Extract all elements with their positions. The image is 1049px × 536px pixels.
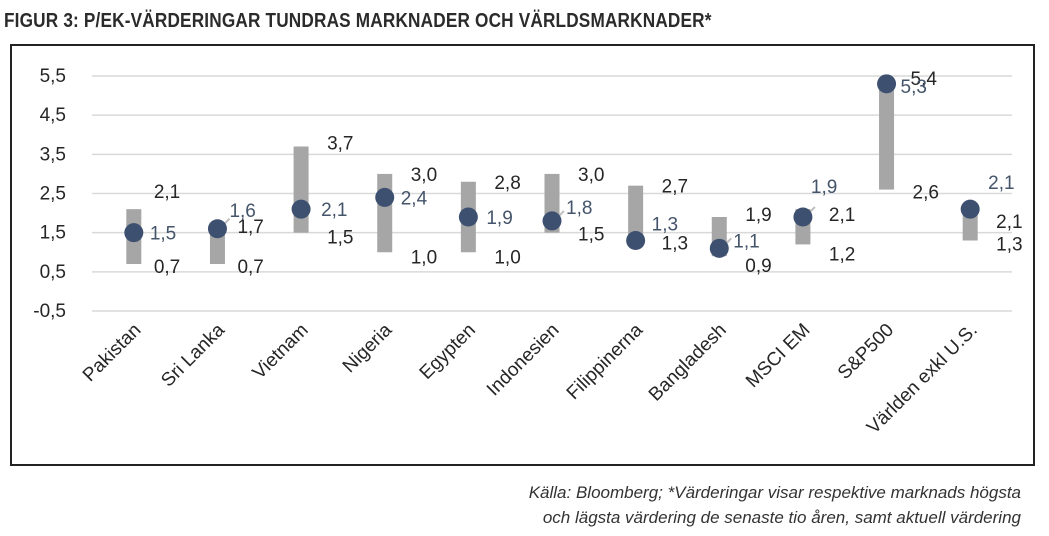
x-category-label: Filippinerna: [563, 319, 648, 404]
chart-frame: [10, 44, 1035, 466]
x-category-label: S&P500: [834, 320, 898, 384]
high-value-label: 2,7: [662, 177, 688, 198]
high-value-label: 2,8: [494, 173, 520, 194]
x-axis-category-labels: Pakistan Sri Lanka Vietnam Nigeria Egypten In…: [79, 319, 982, 438]
current-value-label: 2,4: [401, 188, 428, 209]
current-value-marker: [877, 74, 897, 94]
y-axis-tick-labels: 5,5 4,5 3,5 2,5 1,5 0,5 -0,5: [33, 66, 66, 322]
current-value-label: 1,5: [150, 224, 176, 245]
current-value-marker: [626, 231, 646, 250]
high-value-label: 3,0: [578, 165, 604, 186]
low-value-label: 1,2: [829, 244, 855, 265]
y-tick-label: 3,5: [40, 144, 66, 165]
low-value-label: 0,7: [154, 257, 180, 278]
gridlines: [92, 75, 1012, 312]
range-bar: [377, 173, 393, 253]
high-value-label: 1,7: [237, 217, 263, 238]
current-value-marker: [458, 207, 478, 227]
current-value-marker: [207, 219, 227, 239]
low-value-label: 1,5: [327, 228, 353, 249]
high-value-label: 1,9: [745, 205, 771, 226]
source-line: och lägsta värdering de senaste tio åren…: [542, 508, 1021, 527]
current-value-label: 1,3: [652, 215, 678, 236]
high-value-label: 5,4: [911, 69, 938, 90]
figure-title: FIGUR 3: P/EK-VÄRDERINGAR TUNDRAS MARKNA…: [4, 10, 712, 32]
x-category-label: Pakistan: [79, 320, 145, 386]
x-category-label: Bangladesh: [645, 320, 731, 406]
low-value-label: 1,5: [578, 225, 604, 246]
current-value-label: 2,1: [321, 200, 347, 221]
data-labels: 2,1 0,7 1,5 1,7 0,7 1,6 3,7 1,5 2,1 3,0 1,0 2,4 2,8 1…: [150, 69, 1023, 278]
y-tick-label: 1,5: [40, 223, 66, 244]
current-value-marker: [709, 238, 729, 258]
low-value-label: 0,9: [745, 256, 771, 277]
current-value-label: 5,3: [901, 77, 927, 98]
current-value-marker: [542, 211, 562, 231]
current-value-marker: [960, 199, 980, 219]
current-value-marker: [793, 207, 813, 227]
source-note: Källa: Bloomberg; *Värderingar visar res…: [529, 480, 1021, 530]
x-category-label: Sri Lanka: [157, 319, 229, 391]
range-chart: 5,5 4,5 3,5 2,5 1,5 0,5 -0,5 2,1 0,7 1,5 1,7 0,7 1,…: [33, 66, 1023, 438]
y-tick-label: 0,5: [40, 262, 66, 283]
current-value-label: 1,8: [566, 198, 592, 219]
range-bar: [879, 79, 895, 190]
current-value-label: 1,9: [811, 177, 837, 198]
low-value-label: 0,7: [237, 257, 263, 278]
high-value-label: 3,0: [411, 165, 437, 186]
low-value-label: 1,0: [494, 247, 520, 268]
current-value-label: 1,6: [229, 201, 255, 222]
high-value-label: 2,1: [996, 212, 1022, 233]
x-category-label: MSCI EM: [742, 320, 814, 392]
current-value-marker: [124, 223, 144, 243]
current-value-markers: [124, 74, 980, 258]
low-value-label: 1,3: [662, 234, 688, 255]
y-tick-label: -0,5: [33, 301, 66, 322]
current-value-marker: [375, 187, 395, 207]
current-value-label: 1,9: [486, 208, 512, 229]
high-value-label: 2,1: [154, 182, 180, 203]
low-value-label: 1,3: [996, 235, 1022, 256]
high-value-label: 2,1: [829, 205, 855, 226]
x-category-label: Egypten: [416, 320, 480, 384]
range-bar: [628, 185, 644, 241]
current-value-label: 1,1: [733, 231, 759, 252]
high-value-label: 3,7: [327, 134, 353, 155]
y-tick-label: 4,5: [40, 105, 66, 126]
x-category-label: Indonesien: [483, 320, 564, 401]
y-tick-label: 5,5: [40, 66, 66, 87]
low-value-label: 2,6: [913, 183, 939, 204]
low-value-label: 1,0: [411, 247, 437, 268]
source-line: Källa: Bloomberg; *Värderingar visar res…: [528, 483, 1021, 502]
range-bar: [293, 146, 309, 233]
y-tick-label: 2,5: [40, 184, 66, 205]
current-value-label: 2,1: [988, 173, 1014, 194]
x-category-label: Vietnam: [249, 320, 313, 384]
current-value-marker: [291, 199, 311, 219]
x-category-label: Nigeria: [339, 319, 397, 377]
